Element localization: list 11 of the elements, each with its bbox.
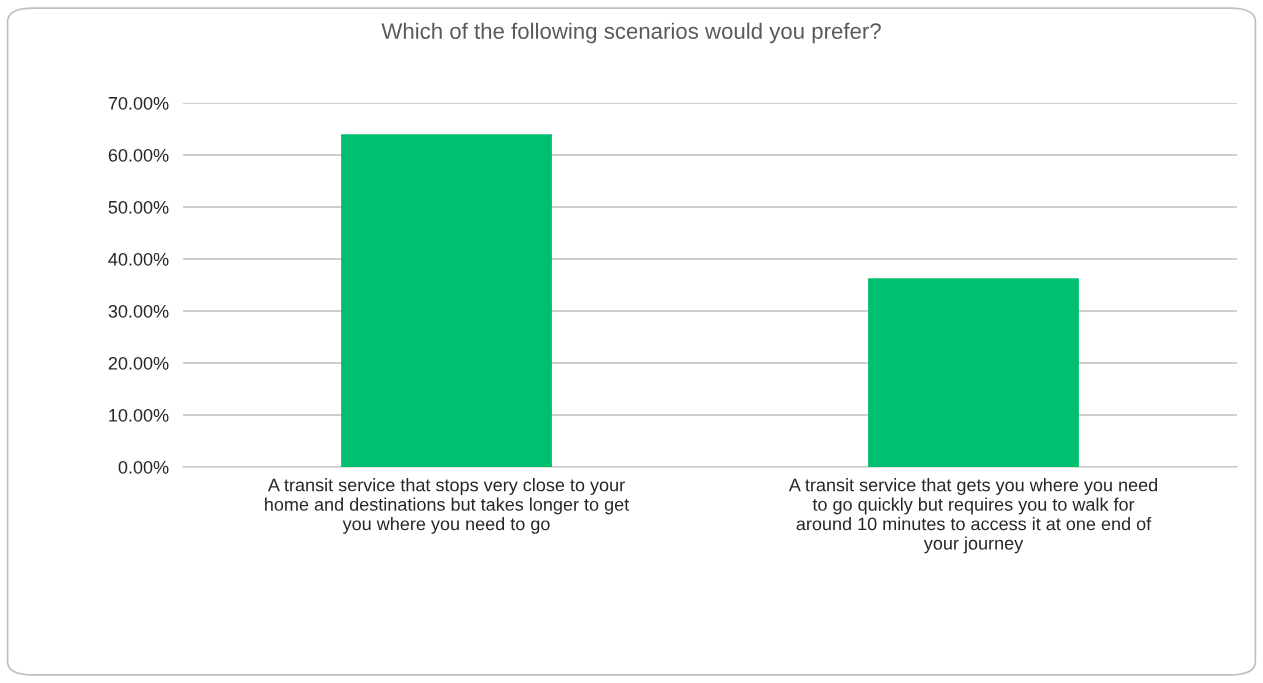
y-tick-label: 10.00%: [109, 408, 169, 422]
x-tick-label: A transit service that stops very close to your home and destinations but takes longer to get you where you need to go: [265, 478, 630, 534]
chart-title: Which of the following scenarios would you prefer?: [381, 22, 881, 44]
x-tick-label: A transit service that gets you where you need to go quickly but requires you to walk for around 10 minutes to access it at one end of your journey: [788, 478, 1158, 554]
y-tick-label: 60.00%: [108, 148, 169, 162]
y-tick-label: 40.00%: [108, 252, 169, 266]
y-tick-label: 30.00%: [108, 304, 169, 318]
y-tick-label: 0.00%: [118, 460, 169, 474]
y-tick-label: 50.00%: [108, 200, 169, 214]
y-tick-label: 70.00%: [108, 96, 169, 110]
y-tick-label: 20.00%: [108, 356, 169, 370]
